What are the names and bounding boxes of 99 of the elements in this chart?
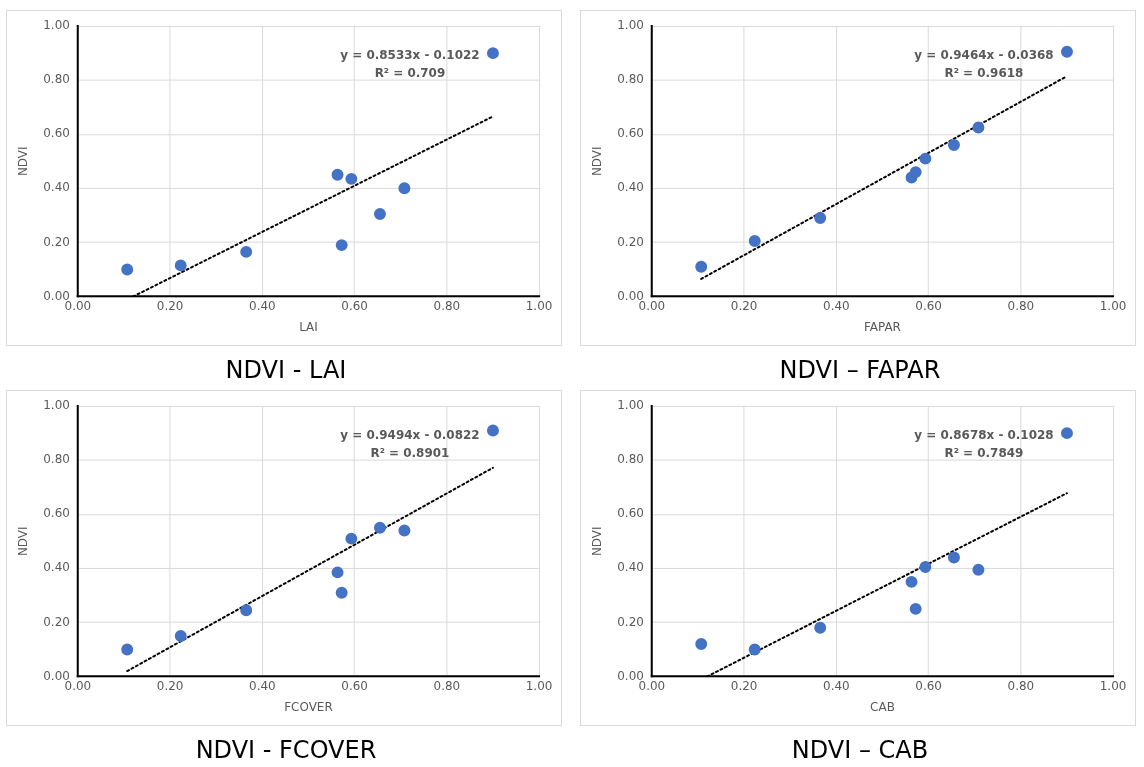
point <box>240 604 253 617</box>
x-axis-title: CAB <box>870 700 895 715</box>
point <box>748 643 761 656</box>
point <box>331 566 344 579</box>
y-tick-label: 0.60 <box>43 126 70 141</box>
x-tick-label: 0.20 <box>730 678 758 693</box>
point <box>1060 427 1073 440</box>
x-tick-label: 0.60 <box>915 298 942 313</box>
point <box>1060 45 1073 58</box>
x-tick-label: 0.40 <box>823 678 850 693</box>
point <box>121 263 134 276</box>
y-tick-label: 0.80 <box>617 452 644 467</box>
y-axis-title: NDVI <box>590 146 605 177</box>
x-tick-label: 1.00 <box>1099 678 1127 693</box>
x-tick-label: 0.80 <box>433 678 461 693</box>
point <box>335 239 348 252</box>
point <box>121 643 134 656</box>
point <box>972 121 985 134</box>
y-tick-label: 0.20 <box>617 234 644 249</box>
point <box>486 47 499 60</box>
point <box>373 208 386 220</box>
x-tick-label: 0.80 <box>433 298 461 313</box>
annotation: y = 0.8533x - 0.1022 <box>340 48 480 63</box>
x-axis-title: FAPAR <box>864 320 901 335</box>
y-tick-label: 0.40 <box>43 180 70 195</box>
annotation: y = 0.9494x - 0.0822 <box>340 428 480 443</box>
y-axis-title: NDVI <box>16 526 31 557</box>
y-tick-label: 0.60 <box>617 126 644 141</box>
point <box>695 260 708 273</box>
text: NDVI – FAPAR <box>778 356 942 384</box>
point <box>398 524 411 537</box>
point <box>240 245 253 258</box>
x-tick-label: 0.00 <box>64 298 92 313</box>
x-tick-label: 1.00 <box>525 298 553 313</box>
annotation: R² = 0.8901 <box>370 445 450 460</box>
point <box>695 638 708 651</box>
y-tick-label: 0.40 <box>617 560 644 575</box>
y-tick-label: 0.80 <box>43 452 70 467</box>
point <box>909 602 922 615</box>
point <box>174 259 187 272</box>
annotation: R² = 0.709 <box>374 65 446 80</box>
y-tick-label: 1.00 <box>617 398 644 413</box>
x-tick-label: 0.40 <box>823 298 850 313</box>
point <box>373 521 386 534</box>
point <box>748 235 761 248</box>
x-tick-label: 0.40 <box>249 678 276 693</box>
point <box>919 152 932 165</box>
point <box>345 172 358 185</box>
x-axis-title: LAI <box>299 320 318 335</box>
y-tick-label: 0.80 <box>617 72 644 87</box>
x-tick-label: 0.00 <box>638 678 666 693</box>
x-tick-label: 0.20 <box>156 678 184 693</box>
x-tick-label: 1.00 <box>1099 298 1127 313</box>
y-tick-label: 0.20 <box>43 614 70 629</box>
point <box>905 575 918 588</box>
annotation: R² = 0.9618 <box>944 65 1024 80</box>
y-tick-label: 1.00 <box>617 18 644 33</box>
x-tick-label: 0.20 <box>156 298 184 313</box>
annotation: y = 0.9464x - 0.0368 <box>914 48 1054 63</box>
x-tick-label: 0.60 <box>341 678 368 693</box>
x-tick-label: 0.80 <box>1007 298 1035 313</box>
x-tick-label: 0.60 <box>915 678 942 693</box>
y-tick-label: 0.80 <box>43 72 70 87</box>
y-tick-label: 1.00 <box>43 18 70 33</box>
text: NDVI - FCOVER <box>194 736 378 764</box>
point <box>174 629 187 642</box>
annotation: R² = 0.7849 <box>944 445 1024 460</box>
point <box>814 212 827 225</box>
x-tick-label: 1.00 <box>525 678 553 693</box>
x-tick-label: 0.60 <box>341 298 368 313</box>
x-tick-label: 0.40 <box>249 298 276 313</box>
point <box>919 561 932 573</box>
text: NDVI – CAB <box>790 736 930 764</box>
y-tick-label: 0.40 <box>43 560 70 575</box>
y-tick-label: 0.40 <box>617 180 644 195</box>
y-tick-label: 1.00 <box>43 398 70 413</box>
point <box>947 551 960 564</box>
x-tick-label: 0.00 <box>64 678 92 693</box>
point <box>335 586 348 599</box>
point <box>331 168 344 181</box>
y-tick-label: 0.60 <box>617 506 644 521</box>
annotation: y = 0.8678x - 0.1028 <box>914 428 1054 443</box>
y-tick-label: 0.20 <box>43 234 70 249</box>
y-axis-title: NDVI <box>16 146 31 177</box>
x-tick-label: 0.80 <box>1007 678 1035 693</box>
y-tick-label: 0.20 <box>617 614 644 629</box>
point <box>909 166 922 179</box>
point <box>947 139 960 152</box>
y-tick-label: 0.60 <box>43 506 70 521</box>
point <box>398 182 411 195</box>
x-tick-label: 0.20 <box>730 298 758 313</box>
x-axis-title: FCOVER <box>284 700 333 715</box>
point <box>972 563 985 576</box>
point <box>486 424 499 437</box>
y-axis-title: NDVI <box>590 526 605 557</box>
point <box>814 621 827 634</box>
text: NDVI - LAI <box>224 356 348 384</box>
x-tick-label: 0.00 <box>638 298 666 313</box>
point <box>345 532 358 545</box>
